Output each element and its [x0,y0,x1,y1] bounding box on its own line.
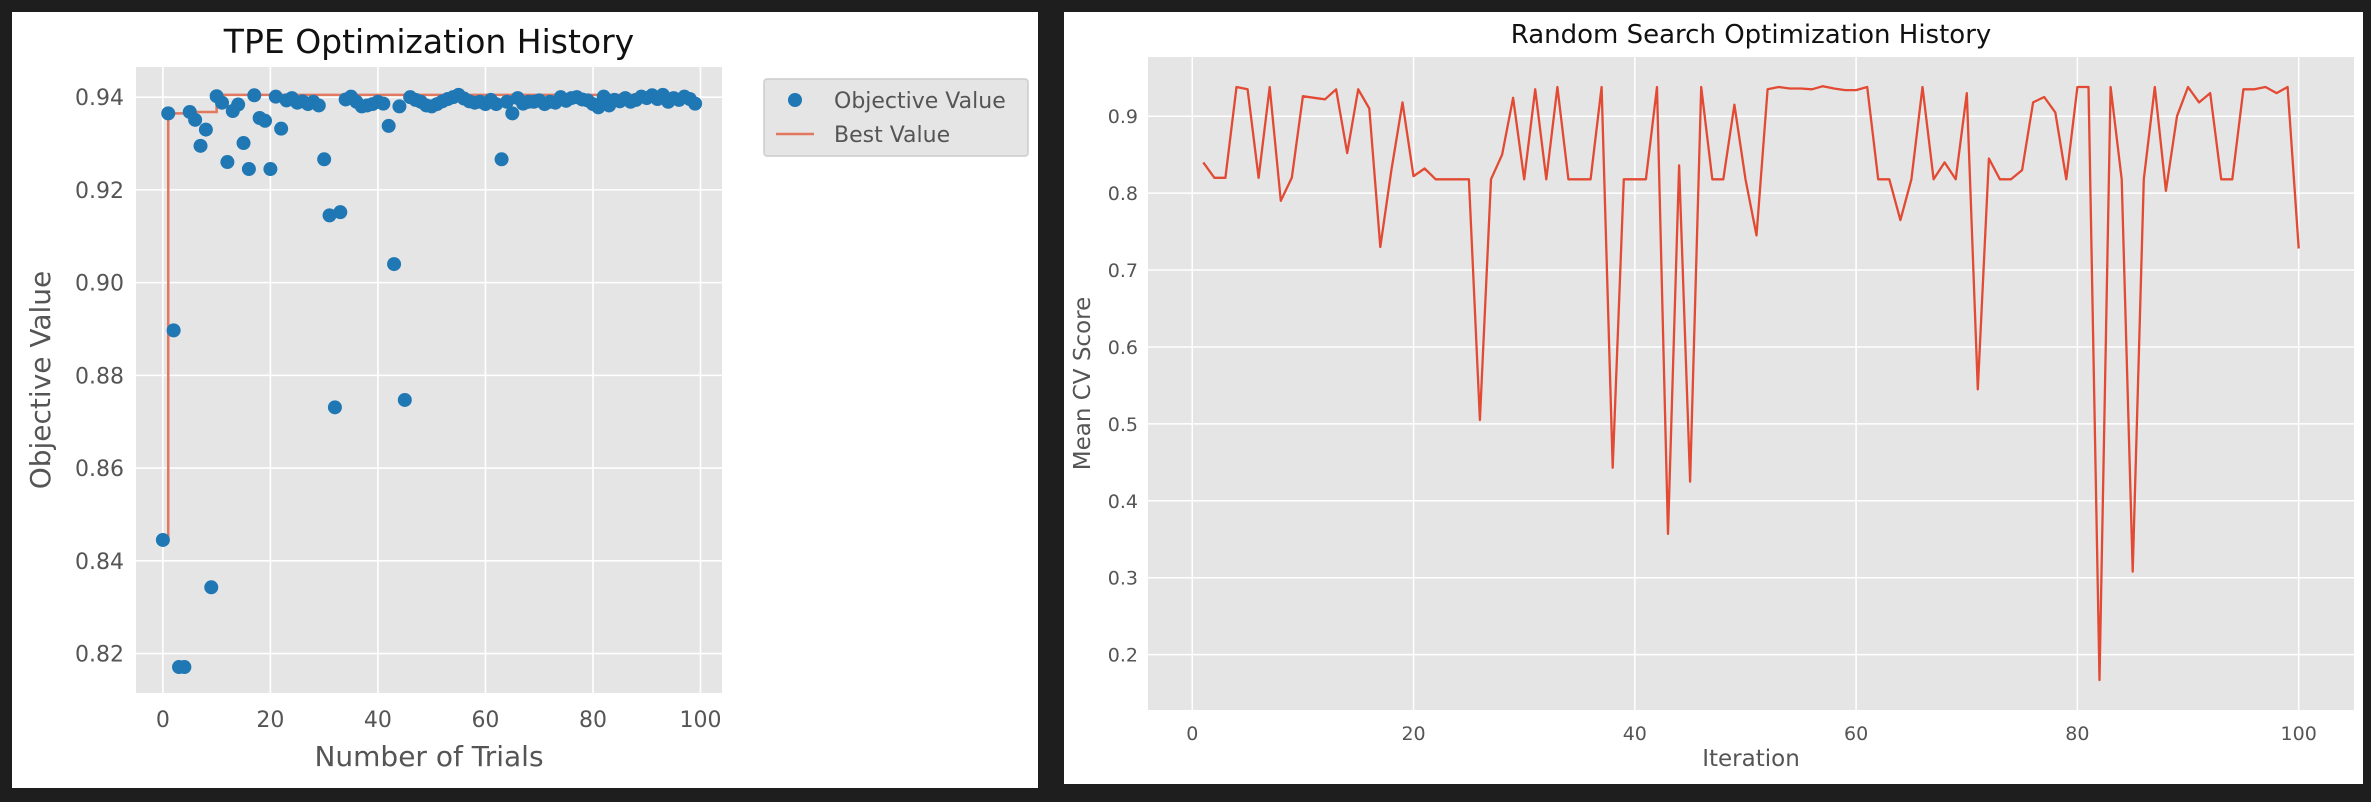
x-tick-label: 20 [256,708,284,733]
objective-point [241,162,256,177]
y-tick-label: 0.82 [75,643,124,668]
objective-point [397,392,412,407]
objective-point [274,121,289,136]
x-axis-label: Iteration [1702,746,1800,772]
y-tick-label: 0.4 [1108,491,1138,513]
objective-point [387,257,402,272]
legend-box [763,78,1029,157]
x-tick-label: 80 [2065,723,2089,745]
x-tick-label: 20 [1401,723,1425,745]
objective-point [489,97,504,112]
objective-points [155,87,703,675]
y-tick-label: 0.2 [1108,645,1138,667]
objective-point [376,96,391,111]
tpe-chart: 0 20 40 60 80 100 0.82 0.84 0.86 0.88 0.90 0.92 0.94… [24,22,1029,773]
x-tick-label: 100 [679,708,721,733]
objective-point [333,205,348,220]
objective-point [231,97,246,112]
legend-marker-objective [788,93,802,107]
y-tick-label: 0.86 [75,457,124,482]
x-tick-label: 100 [2281,723,2317,745]
y-axis-label: Mean CV Score [1070,297,1096,471]
legend-label-objective: Objective Value [834,89,1006,114]
objective-point [166,323,181,338]
objective-point [317,152,332,167]
y-tick-label: 0.7 [1108,260,1138,282]
y-tick-label: 0.88 [75,364,124,389]
y-tick-label: 0.94 [75,86,124,111]
objective-point [247,88,262,103]
objective-point [161,106,176,121]
y-tick-label: 0.5 [1108,414,1138,436]
x-tick-label: 0 [1186,723,1198,745]
objective-point [591,100,606,115]
tpe-chart-panel: 0 20 40 60 80 100 0.82 0.84 0.86 0.88 0.90 0.92 0.94… [12,12,1038,788]
y-tick-label: 0.84 [75,550,124,575]
objective-point [258,113,273,128]
objective-point [381,118,396,133]
objective-point [311,98,326,113]
objective-point [188,112,203,127]
legend-label-best: Best Value [834,123,950,148]
y-tick-label: 0.6 [1108,337,1138,359]
x-tick-label: 80 [579,708,607,733]
objective-point [322,208,337,223]
score-line [1202,85,2300,682]
plot-area [1148,57,2354,710]
objective-point [204,580,219,595]
objective-point [155,532,170,547]
random-search-chart-panel: 0 20 40 60 80 100 0.2 0.3 0.4 0.5 0.6 0.7 0.8 0.9 Rand… [1064,12,2363,784]
random-search-chart: 0 20 40 60 80 100 0.2 0.3 0.4 0.5 0.6 0.7 0.8 0.9 Rand… [1070,20,2354,772]
gridlines [136,67,722,693]
objective-point [236,136,251,151]
objective-point [688,96,703,111]
y-axis-label: Objective Value [24,271,57,490]
y-tick-label: 0.90 [75,272,124,297]
plot-area [136,67,722,693]
objective-point [215,95,230,110]
x-tick-label: 40 [364,708,392,733]
objective-point [220,155,235,170]
chart-title: Random Search Optimization History [1511,20,1992,50]
objective-point [505,106,520,121]
objective-point [499,94,514,109]
y-tick-label: 0.92 [75,179,124,204]
x-tick-label: 40 [1623,723,1647,745]
x-tick-label: 0 [156,708,170,733]
legend: Objective Value Best Value [763,78,1029,157]
objective-point [392,99,407,114]
objective-point [327,400,342,415]
chart-title: TPE Optimization History [223,22,634,61]
x-tick-label: 60 [471,708,499,733]
objective-point [193,138,208,153]
x-tick-label: 60 [1844,723,1868,745]
gridlines [1148,57,2354,710]
objective-point [198,122,213,137]
objective-point [494,152,509,167]
objective-point [263,162,278,177]
x-axis-label: Number of Trials [314,740,543,773]
objective-point [268,89,283,104]
y-tick-label: 0.3 [1108,568,1138,590]
y-tick-label: 0.8 [1108,183,1138,205]
y-tick-label: 0.9 [1108,106,1138,128]
objective-point [177,660,192,675]
